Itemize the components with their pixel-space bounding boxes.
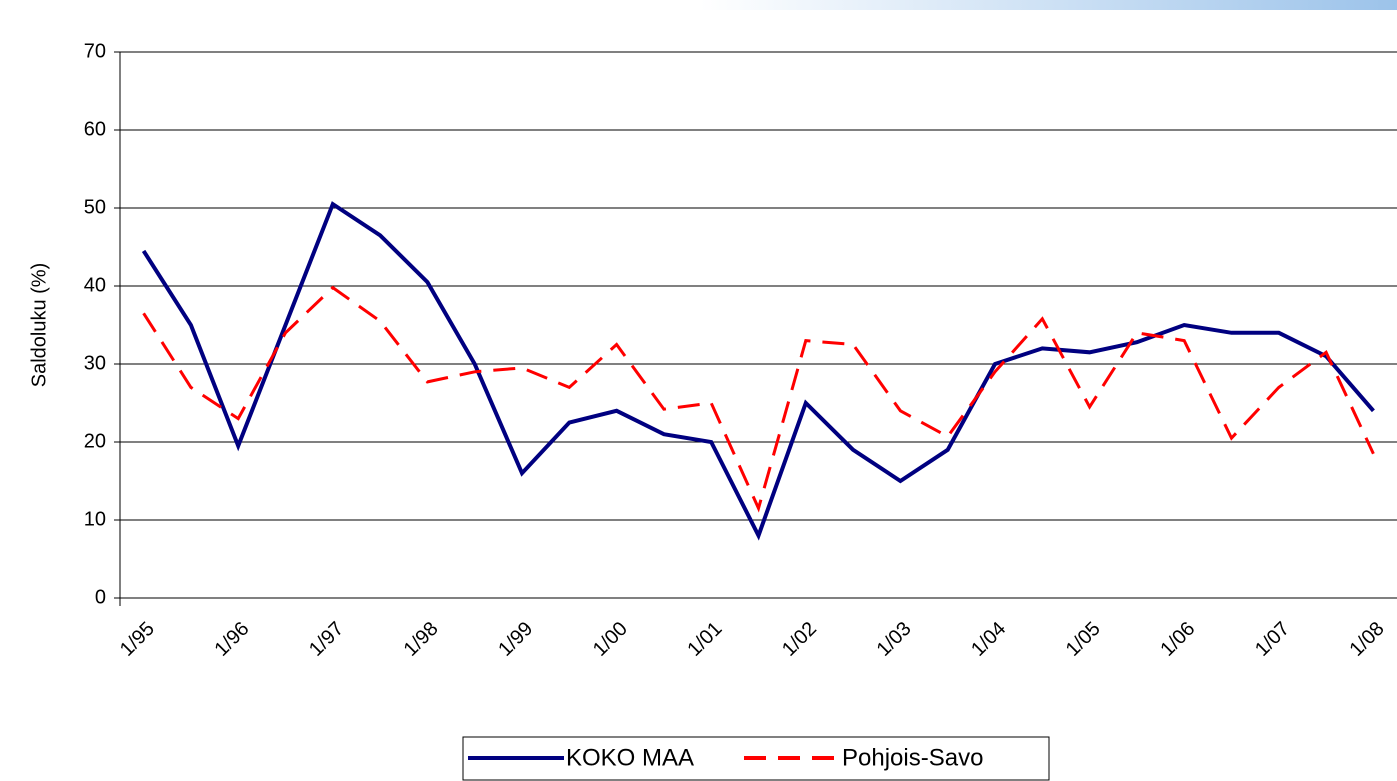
x-tick-label: 1/02 <box>778 618 821 661</box>
y-tick-label: 10 <box>84 508 106 530</box>
y-tick-label: 60 <box>84 118 106 140</box>
legend-label: KOKO MAA <box>566 744 694 771</box>
header-band <box>700 0 1397 10</box>
y-axis-label: Saldoluku (%) <box>28 263 50 388</box>
x-tick-label: 1/06 <box>1156 618 1199 661</box>
y-tick-label: 70 <box>84 40 106 62</box>
x-tick-label: 1/00 <box>589 618 632 661</box>
series-line <box>141 201 1375 541</box>
x-tick-label: 1/97 <box>305 618 348 661</box>
y-tick-label: 0 <box>95 586 106 608</box>
x-tick-label: 1/05 <box>1062 618 1105 661</box>
x-tick-label: 1/07 <box>1251 618 1294 661</box>
x-tick-label: 1/95 <box>116 618 159 661</box>
y-tick-label: 30 <box>84 352 106 374</box>
x-tick-label: 1/96 <box>210 618 253 661</box>
y-tick-label: 40 <box>84 274 106 296</box>
x-tick-label: 1/08 <box>1346 618 1389 661</box>
x-tick-label: 1/03 <box>873 618 916 661</box>
x-tick-label: 1/01 <box>683 618 726 661</box>
series-line <box>142 285 1375 513</box>
x-tick-label: 1/04 <box>967 618 1010 661</box>
y-tick-label: 20 <box>84 430 106 452</box>
y-tick-label: 50 <box>84 196 106 218</box>
x-tick-label: 1/99 <box>494 618 537 661</box>
legend-label: Pohjois-Savo <box>842 744 983 771</box>
x-tick-label: 1/98 <box>400 618 443 661</box>
